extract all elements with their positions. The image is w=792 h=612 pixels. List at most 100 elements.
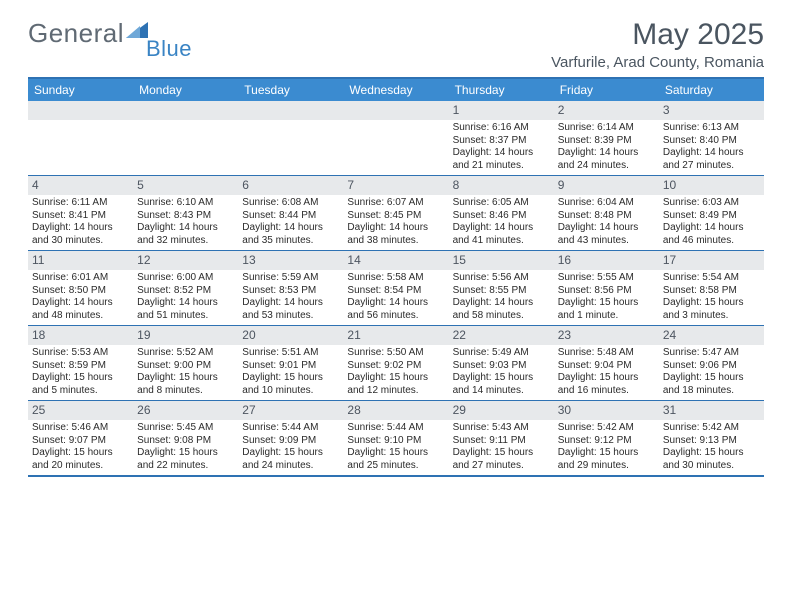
- daylight-text-2: and 27 minutes.: [663, 160, 760, 173]
- calendar-day-cell: 18Sunrise: 5:53 AMSunset: 8:59 PMDayligh…: [28, 326, 133, 400]
- weekday-header: Sunday: [28, 79, 133, 101]
- sunset-text: Sunset: 9:06 PM: [663, 360, 760, 373]
- day-number: 5: [133, 176, 238, 195]
- daylight-text-2: and 16 minutes.: [558, 385, 655, 398]
- daylight-text: Daylight: 14 hours: [242, 222, 339, 235]
- sunrise-text: Sunrise: 5:56 AM: [453, 272, 550, 285]
- daylight-text: Daylight: 15 hours: [663, 372, 760, 385]
- daylight-text-2: and 30 minutes.: [32, 235, 129, 248]
- daylight-text: Daylight: 14 hours: [558, 147, 655, 160]
- day-number: 18: [28, 326, 133, 345]
- day-number: 29: [449, 401, 554, 420]
- sunset-text: Sunset: 9:10 PM: [347, 435, 444, 448]
- calendar-day-cell: 10Sunrise: 6:03 AMSunset: 8:49 PMDayligh…: [659, 176, 764, 250]
- daylight-text: Daylight: 14 hours: [137, 297, 234, 310]
- sunset-text: Sunset: 8:52 PM: [137, 285, 234, 298]
- sunset-text: Sunset: 9:01 PM: [242, 360, 339, 373]
- title-block: May 2025 Varfurile, Arad County, Romania: [551, 18, 764, 71]
- daylight-text: Daylight: 15 hours: [242, 372, 339, 385]
- weekday-header: Wednesday: [343, 79, 448, 101]
- sunrise-text: Sunrise: 5:54 AM: [663, 272, 760, 285]
- calendar-day-cell: 14Sunrise: 5:58 AMSunset: 8:54 PMDayligh…: [343, 251, 448, 325]
- month-title: May 2025: [551, 18, 764, 52]
- daylight-text: Daylight: 14 hours: [137, 222, 234, 235]
- sunrise-text: Sunrise: 5:49 AM: [453, 347, 550, 360]
- calendar-day-cell: 5 Sunrise: 6:10 AMSunset: 8:43 PMDaylight…: [133, 176, 238, 250]
- daylight-text-2: and 29 minutes.: [558, 460, 655, 473]
- sunrise-text: Sunrise: 6:03 AM: [663, 197, 760, 210]
- calendar-week-row: 25Sunrise: 5:46 AMSunset: 9:07 PMDayligh…: [28, 400, 764, 475]
- sunrise-text: Sunrise: 5:51 AM: [242, 347, 339, 360]
- calendar-day-cell: 16Sunrise: 5:55 AMSunset: 8:56 PMDayligh…: [554, 251, 659, 325]
- sunset-text: Sunset: 8:44 PM: [242, 210, 339, 223]
- daylight-text: Daylight: 15 hours: [453, 447, 550, 460]
- calendar-day-cell: 1Sunrise: 6:16 AMSunset: 8:37 PMDaylight…: [449, 101, 554, 175]
- daylight-text-2: and 8 minutes.: [137, 385, 234, 398]
- sunrise-text: Sunrise: 6:08 AM: [242, 197, 339, 210]
- sunset-text: Sunset: 8:59 PM: [32, 360, 129, 373]
- daylight-text: Daylight: 14 hours: [32, 222, 129, 235]
- calendar-day-cell: 27Sunrise: 5:44 AMSunset: 9:09 PMDayligh…: [238, 401, 343, 475]
- calendar-day-cell: 8Sunrise: 6:05 AMSunset: 8:46 PMDaylight…: [449, 176, 554, 250]
- calendar-week-row: 11Sunrise: 6:01 AMSunset: 8:50 PMDayligh…: [28, 250, 764, 325]
- sunset-text: Sunset: 8:58 PM: [663, 285, 760, 298]
- day-number: 24: [659, 326, 764, 345]
- daylight-text: Daylight: 14 hours: [453, 147, 550, 160]
- calendar-day-cell: 7Sunrise: 6:07 AMSunset: 8:45 PMDaylight…: [343, 176, 448, 250]
- daylight-text: Daylight: 14 hours: [32, 297, 129, 310]
- daylight-text-2: and 51 minutes.: [137, 310, 234, 323]
- sunset-text: Sunset: 8:48 PM: [558, 210, 655, 223]
- daylight-text: Daylight: 14 hours: [453, 222, 550, 235]
- day-number: 1: [449, 101, 554, 120]
- calendar-day-cell: 25Sunrise: 5:46 AMSunset: 9:07 PMDayligh…: [28, 401, 133, 475]
- sunset-text: Sunset: 9:12 PM: [558, 435, 655, 448]
- daylight-text: Daylight: 15 hours: [558, 447, 655, 460]
- day-number: 22: [449, 326, 554, 345]
- day-number: 11: [28, 251, 133, 270]
- day-number: 17: [659, 251, 764, 270]
- sunset-text: Sunset: 8:49 PM: [663, 210, 760, 223]
- daylight-text: Daylight: 14 hours: [558, 222, 655, 235]
- calendar-day-cell: [28, 101, 133, 175]
- daylight-text-2: and 3 minutes.: [663, 310, 760, 323]
- sunrise-text: Sunrise: 5:46 AM: [32, 422, 129, 435]
- daylight-text: Daylight: 14 hours: [663, 147, 760, 160]
- daylight-text-2: and 48 minutes.: [32, 310, 129, 323]
- calendar-day-cell: 11Sunrise: 6:01 AMSunset: 8:50 PMDayligh…: [28, 251, 133, 325]
- daylight-text-2: and 32 minutes.: [137, 235, 234, 248]
- sunrise-text: Sunrise: 6:13 AM: [663, 122, 760, 135]
- sunrise-text: Sunrise: 5:44 AM: [347, 422, 444, 435]
- sunrise-text: Sunrise: 5:47 AM: [663, 347, 760, 360]
- calendar-day-cell: 30Sunrise: 5:42 AMSunset: 9:12 PMDayligh…: [554, 401, 659, 475]
- daylight-text-2: and 21 minutes.: [453, 160, 550, 173]
- sunrise-text: Sunrise: 5:44 AM: [242, 422, 339, 435]
- logo-text-1: General: [28, 18, 124, 49]
- daylight-text-2: and 46 minutes.: [663, 235, 760, 248]
- logo-text-2: Blue: [146, 36, 192, 62]
- sunrise-text: Sunrise: 5:55 AM: [558, 272, 655, 285]
- weeks-container: 1Sunrise: 6:16 AMSunset: 8:37 PMDaylight…: [28, 101, 764, 475]
- calendar-day-cell: 9Sunrise: 6:04 AMSunset: 8:48 PMDaylight…: [554, 176, 659, 250]
- sunset-text: Sunset: 8:41 PM: [32, 210, 129, 223]
- day-number: 21: [343, 326, 448, 345]
- sunrise-text: Sunrise: 6:10 AM: [137, 197, 234, 210]
- calendar-day-cell: [133, 101, 238, 175]
- sunset-text: Sunset: 9:03 PM: [453, 360, 550, 373]
- daylight-text-2: and 14 minutes.: [453, 385, 550, 398]
- daylight-text-2: and 56 minutes.: [347, 310, 444, 323]
- calendar-grid: Sunday Monday Tuesday Wednesday Thursday…: [28, 77, 764, 477]
- sunrise-text: Sunrise: 5:58 AM: [347, 272, 444, 285]
- sunset-text: Sunset: 8:56 PM: [558, 285, 655, 298]
- day-number: 15: [449, 251, 554, 270]
- weekday-header: Thursday: [449, 79, 554, 101]
- calendar-day-cell: 6Sunrise: 6:08 AMSunset: 8:44 PMDaylight…: [238, 176, 343, 250]
- daylight-text: Daylight: 14 hours: [242, 297, 339, 310]
- daylight-text-2: and 10 minutes.: [242, 385, 339, 398]
- daylight-text-2: and 58 minutes.: [453, 310, 550, 323]
- daylight-text-2: and 43 minutes.: [558, 235, 655, 248]
- sunset-text: Sunset: 8:43 PM: [137, 210, 234, 223]
- brand-logo: General Blue: [28, 18, 192, 49]
- day-number: 31: [659, 401, 764, 420]
- day-number: 20: [238, 326, 343, 345]
- calendar-day-cell: 29Sunrise: 5:43 AMSunset: 9:11 PMDayligh…: [449, 401, 554, 475]
